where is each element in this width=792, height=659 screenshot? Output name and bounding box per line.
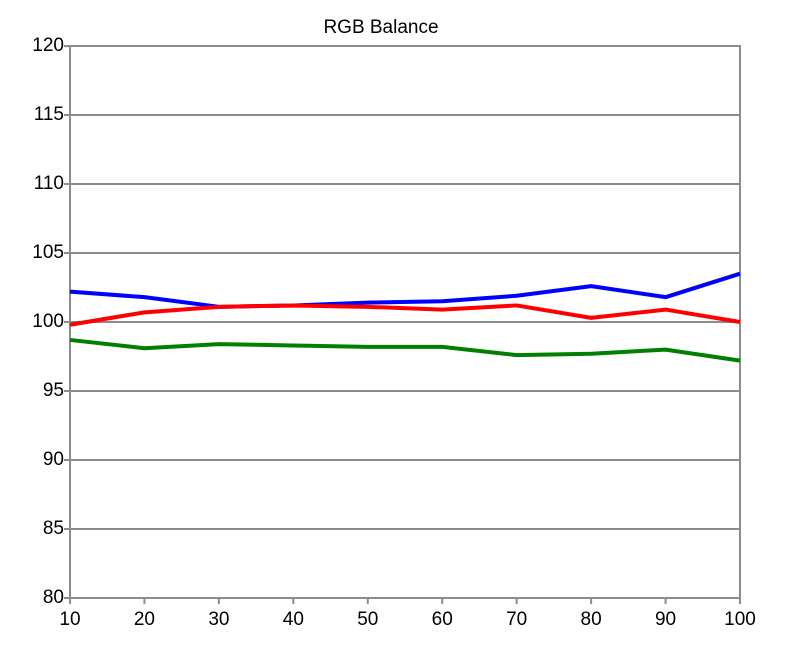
y-tick-label: 90 — [43, 449, 64, 470]
x-tick-label: 20 — [134, 609, 155, 630]
y-tick-label: 120 — [32, 35, 64, 56]
x-tick-label: 70 — [506, 609, 527, 630]
y-tick-label: 100 — [32, 311, 64, 332]
x-tick-label: 90 — [655, 609, 676, 630]
series-line — [69, 303, 741, 327]
y-tick-label: 80 — [43, 587, 64, 608]
y-tick-label: 95 — [43, 380, 64, 401]
x-tick-label: 40 — [283, 609, 304, 630]
chart-title: RGB Balance — [323, 17, 438, 38]
x-tick-label: 30 — [208, 609, 229, 630]
x-tick-label: 50 — [357, 609, 378, 630]
x-tick-label: 60 — [432, 609, 453, 630]
y-tick-label: 85 — [43, 518, 64, 539]
series-line — [69, 271, 741, 309]
series-line — [69, 337, 741, 363]
y-tick-label: 115 — [34, 104, 64, 125]
x-tick-label: 80 — [581, 609, 602, 630]
x-tick-label: 100 — [724, 609, 756, 630]
y-tick-label: 110 — [34, 173, 64, 194]
x-tick-label: 10 — [59, 609, 80, 630]
y-tick-label: 105 — [32, 242, 64, 263]
